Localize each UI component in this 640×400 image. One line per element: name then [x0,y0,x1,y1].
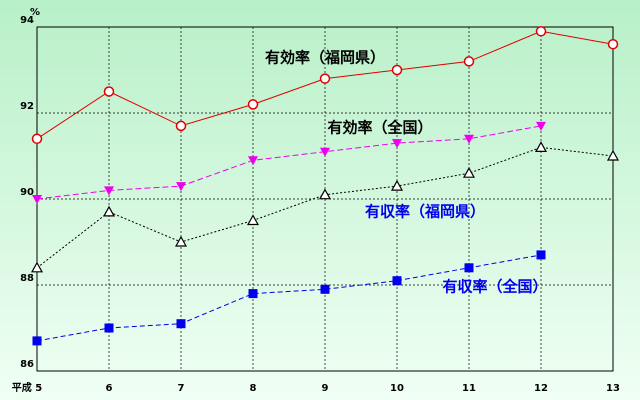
marker [464,263,474,273]
marker [606,149,620,161]
series-label: 有収率（福岡県） [365,203,485,221]
marker [176,182,186,192]
marker [535,26,547,37]
marker [248,156,258,166]
series-label: 有収率（全国） [442,278,547,296]
marker [390,179,404,191]
marker [462,166,476,178]
marker [246,214,260,226]
y-tick-label: 90 [20,187,34,198]
y-tick-label: 86 [20,359,34,370]
marker [391,64,403,76]
marker [174,235,188,247]
marker [463,56,475,67]
marker [536,121,546,131]
marker [104,186,114,196]
marker [102,205,116,217]
marker [318,188,332,200]
y-tick-label: 94 [20,15,34,26]
x-tick-label: 11 [462,383,476,394]
x-tick-label: 13 [606,383,620,394]
marker [247,99,259,110]
y-unit: % [30,7,40,18]
y-tick-label: 92 [20,101,34,112]
marker [248,289,258,299]
marker [104,323,114,333]
series-label: 有効率（福岡県） [265,49,385,67]
marker [30,261,44,273]
marker [464,134,474,144]
marker [320,284,330,294]
x-tick-label: 10 [390,383,404,394]
marker [319,73,331,84]
series-label: 有効率（全国） [327,119,432,137]
marker [103,86,115,97]
marker [536,250,546,260]
marker [176,319,186,329]
marker [392,276,402,286]
marker [320,147,330,157]
marker [32,195,42,204]
marker [175,120,187,132]
x-tick-label: 9 [322,383,329,394]
marker [31,133,43,145]
marker [32,336,42,346]
y-tick-label: 88 [20,273,34,284]
x-tick-label: 8 [250,383,257,394]
x-tick-label: 6 [106,383,113,394]
x-tick-label: 平成 5 [12,381,42,394]
marker [534,141,548,152]
marker [607,38,619,50]
series-line [36,254,542,342]
series-line [36,125,542,200]
x-tick-label: 7 [178,383,185,394]
x-tick-label: 12 [534,383,548,394]
marker [392,139,402,149]
